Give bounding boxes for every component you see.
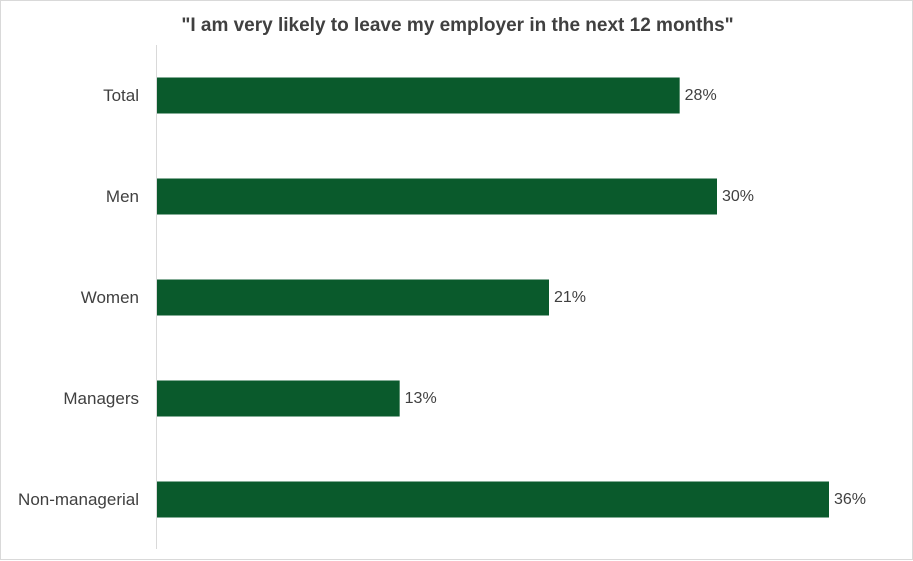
category-label-women: Women: [81, 288, 139, 307]
category-labels-group: Total Men Women Managers Non-managerial: [18, 86, 139, 509]
bar-non-managerial: [157, 481, 829, 518]
data-label-men: 30%: [722, 188, 754, 205]
category-label-managers: Managers: [63, 389, 139, 408]
category-label-total: Total: [103, 86, 139, 105]
bars-group: [157, 77, 829, 518]
bar-men: [157, 178, 717, 215]
bar-managers: [157, 380, 400, 417]
data-label-managers: 13%: [405, 390, 437, 407]
category-label-men: Men: [106, 187, 139, 206]
data-label-total: 28%: [685, 87, 717, 104]
category-label-non-managerial: Non-managerial: [18, 490, 139, 509]
bar-total: [157, 77, 680, 114]
data-labels-group: 28% 30% 21% 13% 36%: [405, 87, 866, 508]
data-label-women: 21%: [554, 289, 586, 306]
bar-women: [157, 279, 549, 316]
chart-title: "I am very likely to leave my employer i…: [181, 15, 734, 36]
data-label-non-managerial: 36%: [834, 491, 866, 508]
